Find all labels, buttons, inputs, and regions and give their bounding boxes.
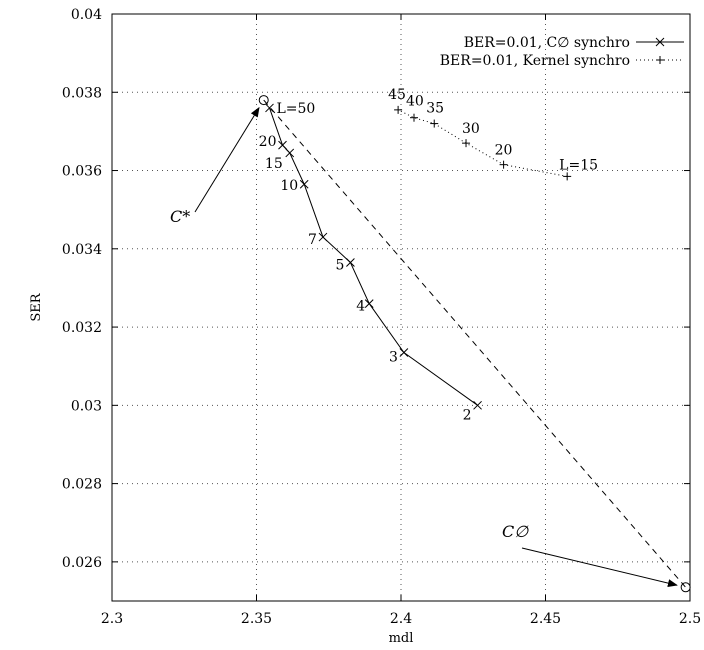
legend-marker — [656, 56, 664, 64]
series-line — [397, 109, 568, 177]
point-label: 20 — [259, 134, 277, 150]
legend: BER=0.01, C∅ synchro BER=0.01, Kernel syn… — [440, 35, 684, 69]
point-label: 30 — [462, 121, 480, 137]
series-point-marker — [299, 179, 309, 189]
series-point-marker — [563, 172, 572, 181]
series-point-marker — [364, 299, 374, 308]
point-label: 2 — [463, 407, 472, 423]
series-1: 2 3 4 5 7 10 15 20 L=50 — [259, 101, 482, 423]
series-point-marker — [285, 148, 295, 158]
axis-ticks: 2.3 2.35 2.4 2.45 2.5 0.026 0.028 0.03 0.032 0.03… — [62, 7, 701, 627]
point-label: 10 — [280, 178, 298, 194]
annotation-c-star: C* — [170, 106, 260, 226]
y-tick-label: 0.026 — [62, 555, 102, 571]
series-point-marker — [265, 103, 274, 113]
legend-marker — [655, 37, 665, 47]
y-tick-label: 0.034 — [62, 242, 102, 258]
point-label: 20 — [495, 143, 513, 159]
point-label: 45 — [388, 87, 406, 103]
x-tick-label: 2.35 — [241, 611, 272, 627]
x-tick-label: 2.5 — [679, 611, 701, 627]
point-label: L=50 — [277, 101, 316, 117]
series-point-marker — [499, 160, 508, 169]
y-tick-label: 0.03 — [71, 398, 102, 414]
annotation-label: C∅ — [502, 522, 529, 541]
y-tick-label: 0.028 — [62, 477, 102, 493]
c-star-point-circle — [258, 95, 269, 106]
x-tick-label: 2.3 — [101, 611, 123, 627]
point-label: 7 — [308, 232, 317, 248]
x-axis-label: mdl — [389, 631, 414, 646]
point-label: 3 — [389, 350, 398, 366]
y-tick-label: 0.036 — [62, 164, 102, 180]
point-label: 15 — [265, 156, 283, 172]
x-tick-label: 2.45 — [530, 611, 561, 627]
y-axis-label: SER — [29, 292, 44, 321]
x-tick-label: 2.4 — [390, 611, 412, 627]
series-point-marker — [473, 400, 482, 410]
legend-label: BER=0.01, Kernel synchro — [440, 53, 630, 69]
reference-dashed-line — [263, 99, 687, 588]
series-point-marker — [318, 232, 328, 242]
annotations: C* C∅ — [170, 106, 678, 587]
annotation-c-empty: C∅ — [502, 522, 678, 587]
point-label: 5 — [336, 257, 345, 273]
series-line — [269, 107, 478, 406]
series-point-marker — [430, 119, 439, 128]
point-label: 4 — [356, 299, 365, 315]
series-point-marker — [410, 113, 419, 122]
y-tick-label: 0.038 — [62, 85, 102, 101]
series-point-marker — [346, 258, 355, 267]
c-empty-point-circle — [680, 582, 691, 593]
y-tick-label: 0.032 — [62, 320, 102, 336]
series-point-marker — [278, 140, 287, 150]
series-point-marker — [462, 139, 471, 148]
point-label: 35 — [426, 101, 444, 117]
legend-label: BER=0.01, C∅ synchro — [464, 35, 630, 51]
point-label: 40 — [406, 94, 424, 110]
point-label: L=15 — [559, 157, 598, 173]
annotation-arrow — [194, 106, 260, 213]
series-point-marker — [399, 348, 409, 357]
y-tick-label: 0.04 — [71, 7, 102, 23]
annotation-label: C* — [170, 207, 190, 226]
series-point-marker — [394, 105, 403, 114]
annotation-arrow — [521, 547, 678, 587]
